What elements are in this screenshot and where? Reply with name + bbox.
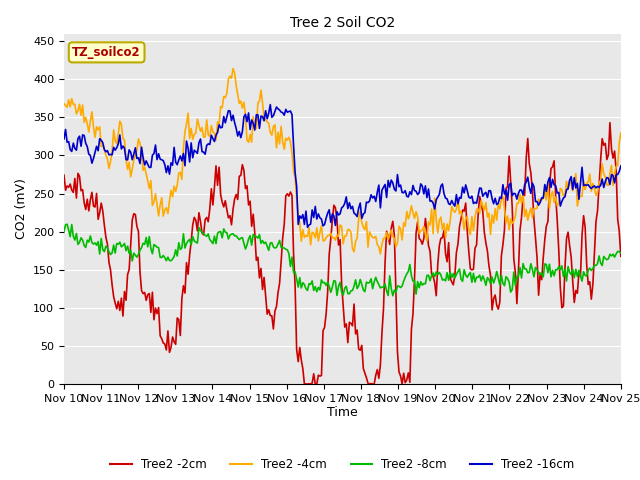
Legend: Tree2 -2cm, Tree2 -4cm, Tree2 -8cm, Tree2 -16cm: Tree2 -2cm, Tree2 -4cm, Tree2 -8cm, Tree… — [106, 454, 579, 476]
Y-axis label: CO2 (mV): CO2 (mV) — [15, 179, 28, 239]
Title: Tree 2 Soil CO2: Tree 2 Soil CO2 — [290, 16, 395, 30]
Text: TZ_soilco2: TZ_soilco2 — [72, 46, 141, 59]
X-axis label: Time: Time — [327, 407, 358, 420]
